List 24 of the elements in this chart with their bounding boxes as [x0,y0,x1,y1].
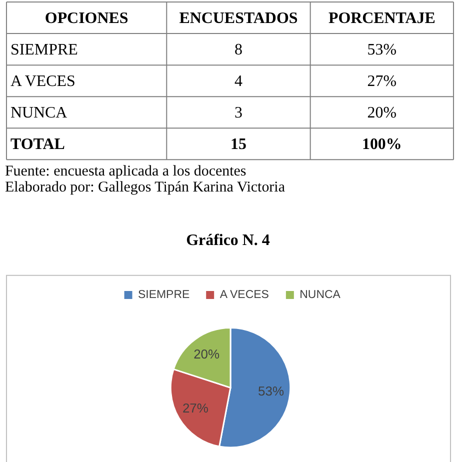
data-label: 53% [258,383,284,398]
legend-label: NUNCA [300,288,341,301]
category-label: SIEMPRE [10,41,78,58]
chart-title: Gráfico N. 4 [186,232,270,249]
data-label: 20% [367,104,397,122]
category-label: A VECES [10,72,76,90]
legend-label: A VECES [220,288,270,301]
text: Elaborado por: Gallegos Tipán Karina Victoria [4,180,286,196]
data-label: 4 [234,72,242,90]
category-label: TOTAL [10,136,65,153]
data-label: 27% [367,72,397,90]
data-label: 3 [234,104,242,122]
data-label: 15 [230,136,246,153]
data-label: 53% [367,41,397,58]
data-label: 27% [182,400,209,416]
legend-label: SIEMPRE [138,288,190,301]
text: PORCENTAJE [328,10,436,27]
data-label: 100% [362,136,402,153]
source-note: Fuente: encuesta aplicada a los docentes [4,164,246,180]
text: OPCIONES [44,10,128,27]
data-label: 20% [194,346,220,362]
data-label: 8 [234,41,242,58]
category-label: NUNCA [10,104,68,122]
text: ENCUESTADOS [179,10,298,27]
